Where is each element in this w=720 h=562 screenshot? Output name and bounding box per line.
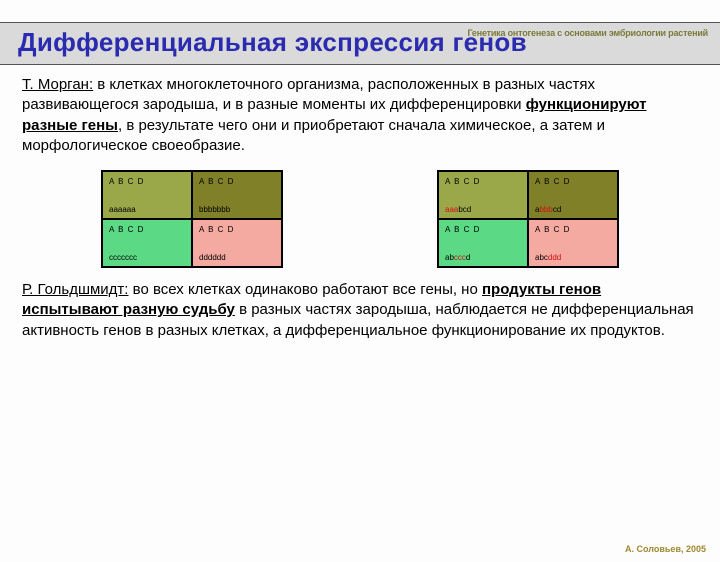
footer-credit: А. Соловьев, 2005 [625,544,706,554]
cell-value: dddddd [199,253,275,262]
cell-value: abbbcd [535,205,611,214]
grid-cell: A B C D dddddd [192,219,282,267]
cell-header: A B C D [445,225,521,234]
cell-header: A B C D [445,177,521,186]
grid-left: A B C D aaaaaa A B C D bbbbbbb A B C D cccccc… [101,170,283,268]
grid-cell: A B C D bbbbbbb [192,171,282,219]
grid-cell: A B C D abcddd [528,219,618,267]
course-subtitle: Генетика онтогенеза с основами эмбриолог… [467,28,708,38]
author-morgan: Т. Морган: [22,76,93,93]
cell-header: A B C D [535,225,611,234]
gene-grids: A B C D aaaaaa A B C D bbbbbbb A B C D cccccc… [22,166,698,280]
paragraph-goldschmidt: Р. Гольдшмидт: во всех клетках одинаково… [22,280,698,341]
cell-value: abcddd [535,253,611,262]
cell-header: A B C D [199,225,275,234]
grid-right: A B C DaaabcdA B C DabbbcdA B C DabcccdA… [437,170,619,268]
cell-header: A B C D [199,177,275,186]
grid-cell: A B C D abcccd [438,219,528,267]
paragraph-morgan: Т. Морган: в клетках многоклеточного орг… [22,75,698,156]
cell-value: aaabcd [445,205,521,214]
cell-header: A B C D [109,225,185,234]
grid-cell: A B C D aaaaaa [102,171,192,219]
cell-value: aaaaaa [109,205,185,214]
cell-value: abcccd [445,253,521,262]
p2-body: во всех клетках одинаково работают все г… [128,281,482,298]
grid-cell: A B C D ccccccc [102,219,192,267]
grid-cell: A B C D abbbcd [528,171,618,219]
cell-value: bbbbbbb [199,205,275,214]
p1-body: в клетках многоклеточного организма, рас… [22,76,595,113]
cell-header: A B C D [535,177,611,186]
author-goldschmidt: Р. Гольдшмидт: [22,281,128,298]
cell-header: A B C D [109,177,185,186]
slide-body: Т. Морган: в клетках многоклеточного орг… [0,65,720,341]
grid-cell: A B C D aaabcd [438,171,528,219]
cell-value: ccccccc [109,253,185,262]
